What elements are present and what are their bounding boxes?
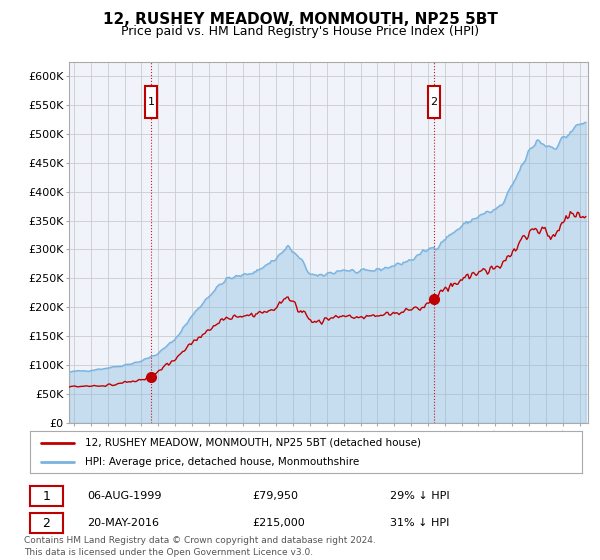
Text: 06-AUG-1999: 06-AUG-1999 [87,491,161,501]
Text: £79,950: £79,950 [252,491,298,501]
Text: 29% ↓ HPI: 29% ↓ HPI [390,491,449,501]
Text: 20-MAY-2016: 20-MAY-2016 [87,518,159,528]
Text: 2: 2 [431,97,438,107]
Text: Price paid vs. HM Land Registry's House Price Index (HPI): Price paid vs. HM Land Registry's House … [121,25,479,38]
Text: 2: 2 [43,516,50,530]
Text: HPI: Average price, detached house, Monmouthshire: HPI: Average price, detached house, Monm… [85,457,359,467]
FancyBboxPatch shape [145,86,157,118]
Text: £215,000: £215,000 [252,518,305,528]
Text: 31% ↓ HPI: 31% ↓ HPI [390,518,449,528]
Text: 1: 1 [43,489,50,503]
Text: 12, RUSHEY MEADOW, MONMOUTH, NP25 5BT (detached house): 12, RUSHEY MEADOW, MONMOUTH, NP25 5BT (d… [85,437,421,447]
Text: 1: 1 [148,97,155,107]
FancyBboxPatch shape [428,86,440,118]
Text: Contains HM Land Registry data © Crown copyright and database right 2024.
This d: Contains HM Land Registry data © Crown c… [24,536,376,557]
Text: 12, RUSHEY MEADOW, MONMOUTH, NP25 5BT: 12, RUSHEY MEADOW, MONMOUTH, NP25 5BT [103,12,497,27]
